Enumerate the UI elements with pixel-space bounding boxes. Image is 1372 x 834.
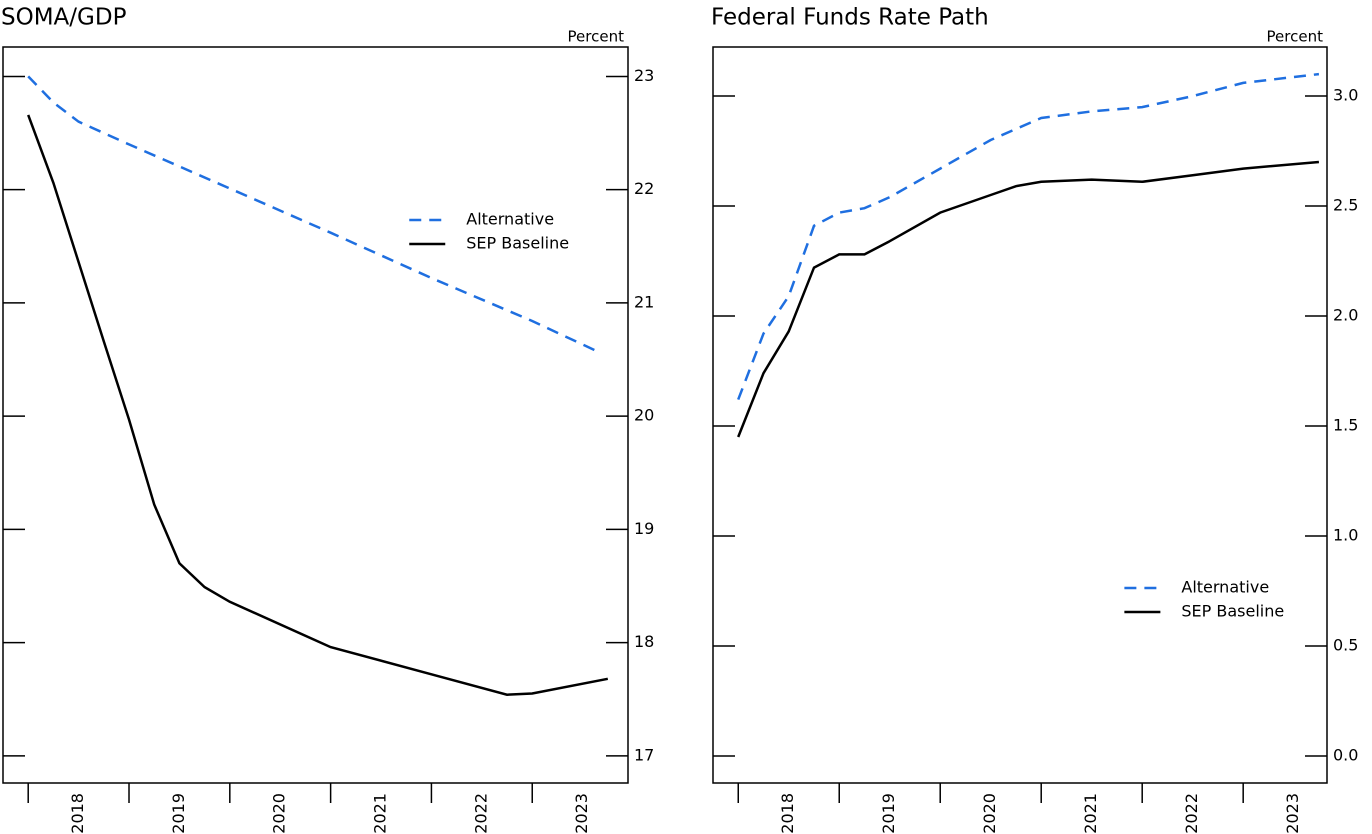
x-tick-label: 2021 <box>371 793 390 834</box>
y-tick-label: 22 <box>634 179 654 198</box>
legend-label: Alternative <box>1181 577 1269 596</box>
y-tick-label: 3.0 <box>1333 86 1358 105</box>
chart: Federal Funds Rate Path Percent 0.0 0.5 1.0 1… <box>711 5 1358 834</box>
legend-label: SEP Baseline <box>1181 601 1284 620</box>
series-line <box>737 72 1320 401</box>
legend-label: SEP Baseline <box>466 233 569 252</box>
y-tick-label: 19 <box>634 519 654 538</box>
x-tick-label: 2022 <box>1182 793 1201 834</box>
x-tick-label: 2022 <box>471 793 490 834</box>
y-axis-label: Percent <box>1267 28 1324 46</box>
series-line <box>737 160 1320 438</box>
y-tick-label: 0.5 <box>1333 635 1358 654</box>
y-tick-label: 1.0 <box>1333 525 1358 544</box>
y-tick-label: 1.5 <box>1333 415 1358 434</box>
y-tick-label: 18 <box>634 632 654 651</box>
x-tick-label: 2018 <box>68 793 87 834</box>
y-tick-label: 2.0 <box>1333 306 1358 325</box>
y-tick-label: 21 <box>634 292 654 311</box>
y-tick-label: 2.5 <box>1333 196 1358 215</box>
y-tick-label: 17 <box>634 745 654 764</box>
x-tick-label: 2019 <box>879 793 898 834</box>
x-tick-label: 2023 <box>1283 793 1302 834</box>
legend-label: Alternative <box>466 209 554 228</box>
y-tick-label: 0.0 <box>1333 745 1358 764</box>
x-tick-label: 2018 <box>778 793 797 834</box>
plot-frame <box>2 46 629 784</box>
series-line <box>27 114 609 696</box>
x-tick-label: 2020 <box>980 793 999 834</box>
plot-frame <box>712 46 1328 784</box>
x-tick-label: 2023 <box>572 793 591 834</box>
y-axis-label: Percent <box>568 28 625 46</box>
chart-title: SOMA/GDP <box>1 5 127 31</box>
chart-title: Federal Funds Rate Path <box>711 5 989 31</box>
x-tick-label: 2021 <box>1081 793 1100 834</box>
series-line <box>27 75 599 353</box>
x-tick-label: 2020 <box>270 793 289 834</box>
y-tick-label: 23 <box>634 66 654 85</box>
x-tick-label: 2019 <box>169 793 188 834</box>
y-tick-label: 20 <box>634 406 654 425</box>
